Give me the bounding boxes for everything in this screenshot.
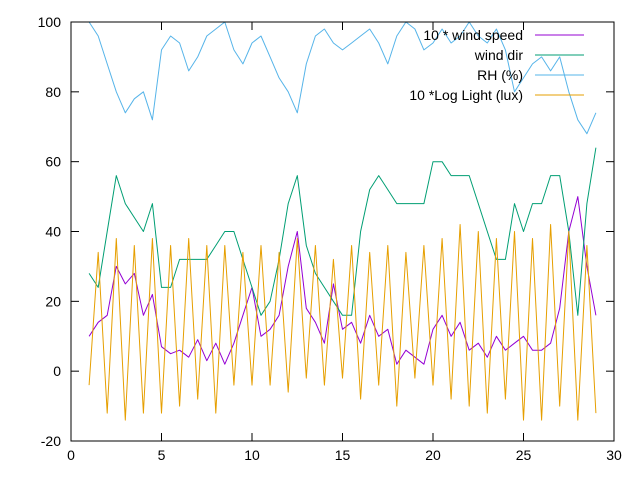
x-tick-label: 30 [606,447,622,463]
legend-label-1: 10 * wind speed [423,27,523,43]
x-tick-label: 15 [335,447,351,463]
y-tick-label: 0 [53,363,61,379]
legend-label-4: 10 *Log Light (lux) [409,87,523,103]
legend-label-2: wind dir [474,47,524,63]
legend: 10 * wind speed wind dir RH (%) 10 *Log Lig… [409,27,584,103]
x-tick-label: 0 [67,447,75,463]
series-line-2 [88,147,597,316]
y-tick-label: 60 [45,154,61,170]
y-tick-label: 40 [45,224,61,240]
legend-label-3: RH (%) [477,67,523,83]
y-tick-label: 100 [38,14,62,30]
series-layer [88,21,597,421]
y-tick-label: 20 [45,293,61,309]
x-tick-label: 10 [244,447,260,463]
y-tick-label: -20 [41,433,61,449]
series-line-4 [88,224,597,421]
series-line-1 [88,196,597,365]
x-tick-label: 5 [158,447,166,463]
series-line-3 [88,21,597,135]
y-axis: -20 0 20 40 60 80 100 [38,14,614,449]
x-tick-label: 20 [425,447,441,463]
x-axis: 0 5 10 15 20 25 30 [67,22,622,463]
x-tick-label: 25 [516,447,532,463]
y-tick-label: 80 [45,84,61,100]
